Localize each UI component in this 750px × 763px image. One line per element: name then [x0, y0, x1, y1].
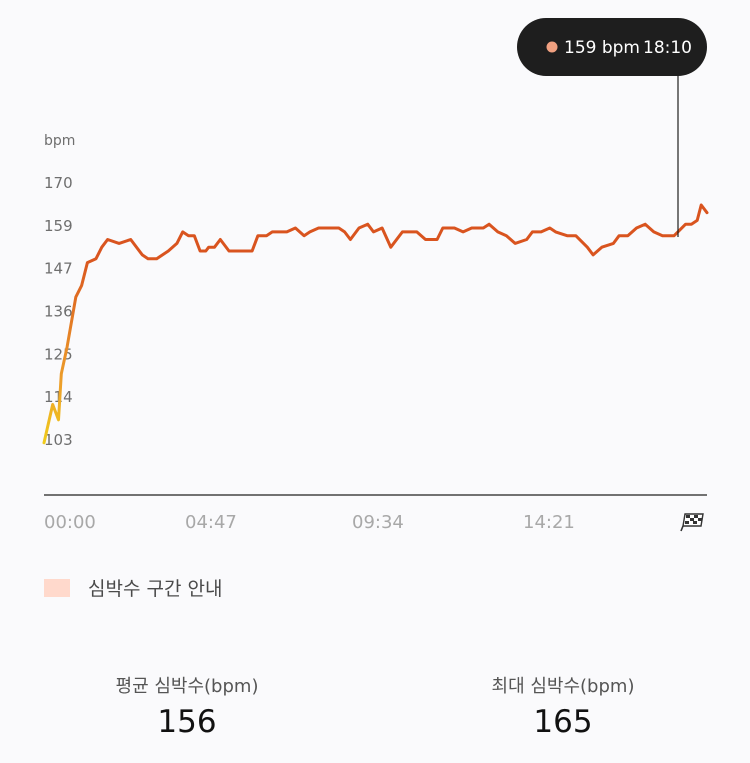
- heart-rate-zone-guide[interactable]: 심박수 구간 안내: [44, 574, 222, 601]
- x-tick-label: 09:34: [352, 512, 404, 533]
- y-axis-unit-label: bpm: [44, 133, 75, 149]
- tooltip-dot-icon: [546, 41, 558, 53]
- average-heart-rate-label: 평균 심박수(bpm): [115, 676, 259, 697]
- x-axis-ticks: 00:00 04:47 09:34 14:21: [44, 512, 575, 533]
- average-heart-rate-stat: 평균 심박수(bpm) 156: [37, 672, 337, 740]
- tooltip-value: 159 bpm: [564, 38, 640, 58]
- zone-legend-swatch: [44, 578, 70, 597]
- zone-guide-label: 심박수 구간 안내: [88, 578, 223, 600]
- finish-flag-icon: [680, 513, 704, 532]
- tooltip-time: 18:10: [643, 38, 692, 58]
- x-tick-label: 00:00: [44, 512, 96, 533]
- x-tick-label: 14:21: [523, 512, 575, 533]
- y-tick-label: 147: [44, 260, 73, 278]
- y-tick-label: 114: [44, 388, 73, 406]
- tooltip-bubble: [517, 18, 707, 76]
- x-tick-label: 04:47: [185, 512, 237, 533]
- tooltip: 159 bpm 18:10: [517, 18, 707, 237]
- y-tick-label: 103: [44, 431, 73, 449]
- max-heart-rate-label: 최대 심박수(bpm): [491, 676, 635, 697]
- heart-rate-line: [42, 203, 709, 445]
- max-heart-rate-stat: 최대 심박수(bpm) 165: [413, 672, 713, 740]
- y-tick-label: 159: [44, 217, 73, 235]
- y-tick-label: 170: [44, 174, 73, 192]
- y-tick-label: 136: [44, 303, 73, 321]
- max-heart-rate-value: 165: [533, 704, 593, 740]
- average-heart-rate-value: 156: [157, 704, 217, 740]
